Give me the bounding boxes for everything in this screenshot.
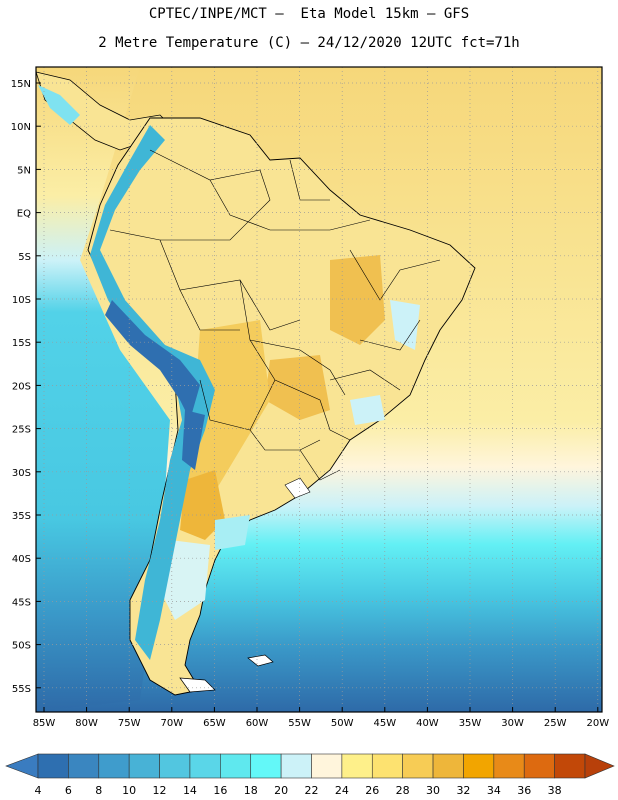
colorbar-swatch: [220, 753, 252, 779]
colorbar-label: 12: [152, 784, 167, 797]
cool-patch-southeast: [350, 395, 385, 425]
lat-label: 5S: [18, 252, 31, 263]
lat-label: 20S: [12, 381, 31, 392]
lon-label: 45W: [373, 718, 396, 729]
colorbar-swatch: [68, 753, 100, 779]
lat-label: 15N: [11, 79, 31, 90]
colorbar-swatch: [280, 753, 312, 779]
colorbar-swatch: [402, 753, 434, 779]
longitude-labels: 85W 80W 75W 70W 65W 60W 55W 50W 45W 40W 35W 30W 25W 2…: [33, 718, 610, 729]
lon-label: 40W: [416, 718, 439, 729]
colorbar-swatch: [341, 753, 373, 779]
lon-label: 30W: [501, 718, 524, 729]
map-frame: [35, 66, 603, 713]
hot-region-pantanal: [265, 355, 330, 420]
colorbar-label: 8: [95, 784, 103, 797]
falkland-islands: [247, 654, 274, 667]
colorbar-label: 38: [547, 784, 562, 797]
country-borders: [109, 149, 441, 481]
colorbar-label: 36: [517, 784, 532, 797]
lat-label: EQ: [17, 209, 31, 220]
map-title-line2: 2 Metre Temperature (C) – 24/12/2020 12U…: [98, 35, 520, 51]
andes-cold-core-south: [182, 410, 205, 470]
colorbar-label: 20: [274, 784, 289, 797]
lat-label: 50S: [12, 641, 31, 652]
colorbar-swatch: [250, 753, 282, 779]
latitude-labels: 15N 10N 5N EQ 5S 10S 15S 20S 25S 30S 35S 40S 45S 50S 5…: [11, 79, 31, 695]
lat-label: 30S: [12, 468, 31, 479]
colorbar-swatch: [37, 753, 69, 779]
lon-label: 65W: [203, 718, 226, 729]
lon-label: 35W: [459, 718, 482, 729]
colorbar-swatch: [311, 753, 343, 779]
colorbar: [5, 753, 615, 779]
lon-label: 70W: [160, 718, 183, 729]
cool-patch-patagonia: [160, 540, 210, 620]
lat-label: 5N: [17, 165, 31, 176]
lon-label: 85W: [33, 718, 56, 729]
colorbar-label: 28: [395, 784, 410, 797]
lat-label: 25S: [12, 425, 31, 436]
colorbar-swatch: [463, 753, 495, 779]
colorbar-label: 34: [486, 784, 501, 797]
colorbar-swatch: [371, 753, 403, 779]
colorbar-swatch: [554, 753, 586, 779]
colorbar-label: 26: [365, 784, 380, 797]
lat-label: 35S: [12, 511, 31, 522]
colorbar-label: 16: [213, 784, 228, 797]
colorbar-left-arrow: [5, 753, 39, 779]
colorbar-label: 24: [334, 784, 349, 797]
map-field: [36, 67, 602, 712]
colorbar-swatch: [128, 753, 160, 779]
tierra-del-fuego: [179, 677, 216, 693]
lon-label: 20W: [586, 718, 609, 729]
lon-label: 25W: [544, 718, 567, 729]
lat-label: 10N: [11, 122, 31, 133]
colorbar-label: 6: [64, 784, 72, 797]
colorbar-swatch: [523, 753, 555, 779]
lon-label: 50W: [331, 718, 354, 729]
lat-label: 15S: [12, 338, 31, 349]
central-america-highlands: [38, 85, 80, 125]
lat-label: 10S: [12, 295, 31, 306]
hot-region-argentina: [180, 470, 225, 540]
colorbar-swatch: [432, 753, 464, 779]
cool-patch-highlands: [390, 300, 420, 350]
colorbar-swatch: [493, 753, 525, 779]
lat-label: 45S: [12, 597, 31, 608]
lon-label: 60W: [246, 718, 269, 729]
colorbar-right-arrow: [584, 753, 615, 779]
andes-cold-core: [105, 300, 200, 420]
lon-label: 80W: [75, 718, 98, 729]
colorbar-label: 4: [34, 784, 42, 797]
colorbar-label: 18: [243, 784, 258, 797]
map-title-line1: CPTEC/INPE/MCT – Eta Model 15km – GFS: [148, 6, 470, 22]
lat-label: 40S: [12, 554, 31, 565]
hot-region-chaco: [185, 320, 270, 500]
lat-label: 55S: [12, 684, 31, 695]
colorbar-swatch: [98, 753, 130, 779]
colorbar-label: 22: [304, 784, 319, 797]
colorbar-label: 32: [456, 784, 471, 797]
axis-ticks: [36, 82, 599, 712]
hot-region-central-brazil: [330, 255, 385, 345]
colorbar-swatch: [159, 753, 191, 779]
colorbar-swatch: [189, 753, 221, 779]
pacific-ocean: [36, 67, 170, 712]
cool-patch-patagonia-north: [215, 515, 250, 550]
lon-label: 75W: [118, 718, 141, 729]
colorbar-label: 30: [426, 784, 441, 797]
colorbar-label: 10: [122, 784, 137, 797]
lon-label: 55W: [288, 718, 311, 729]
colorbar-label: 14: [182, 784, 197, 797]
rio-de-la-plata: [284, 477, 311, 499]
